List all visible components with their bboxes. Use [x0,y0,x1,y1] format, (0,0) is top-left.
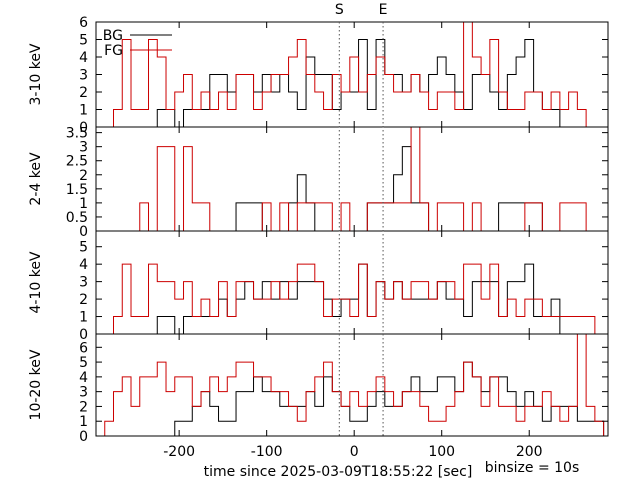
panel-2-frame [95,126,609,232]
x-tick-label: 0 [350,444,359,460]
x-tick-label: 100 [428,444,455,460]
y-tick-label: 1 [79,310,88,326]
y-tick-label: 4 [79,257,88,273]
y-tick-label: 2 [79,292,88,308]
panel-1-curves [96,22,604,127]
panel-3-curves [96,263,604,334]
legend-bg-label: BG [103,28,123,44]
y-tick-label: 3 [79,140,88,156]
y-tick-label: 6 [79,15,88,31]
series-fg-line [96,22,604,127]
panel-2-curves [96,127,604,231]
panel-1-ylabel: 3-10 keV [28,43,44,105]
y-tick-label: 5 [79,355,88,371]
panel-1: 01 23 45 6 3-10 keV [28,15,609,136]
panel-2: 00.511.522.533.5 2-4 keV [28,126,609,240]
y-tick-label: 0 [79,120,88,136]
panel-3: 01 23 45 4-10 keV [28,230,609,343]
series-bg-line [96,39,604,127]
panel-1-frame [95,21,609,128]
panel-4-ylabel: 10-20 keV [28,349,44,420]
y-tick-label: 0.5 [66,210,88,226]
y-tick-label: 2 [79,168,88,184]
y-tick-label: 0 [79,224,88,240]
x-tick-label: 200 [516,444,543,460]
x-axis-title: time since 2025-03-09T18:55:22 [sec] [204,464,473,480]
y-tick-label: 2 [79,399,88,415]
y-tick-label: 6 [79,340,88,356]
series-fg-line [96,127,604,231]
series-fg-line [96,334,605,436]
panel-3-frame [95,230,609,335]
y-tick-label: 2.5 [66,154,88,170]
y-tick-label: 5 [79,240,88,256]
y-tick-label: 2 [79,85,88,101]
marker-s-label: S [335,2,344,18]
y-tick-label: 0 [79,429,88,445]
y-tick-label: 1 [79,196,88,212]
series-bg-line [96,146,604,231]
y-tick-label: 3 [79,275,88,291]
panel-3-ylabel: 4-10 keV [28,251,44,313]
y-tick-label: 3 [79,68,88,84]
marker-e-label: E [379,2,388,18]
x-tick-label: -200 [163,444,195,460]
y-tick-label: 1 [79,103,88,119]
y-tick-label: 3 [79,385,88,401]
y-tick-label: 1.5 [66,182,88,198]
series-fg-line [96,263,604,334]
y-tick-label: 3.5 [66,126,88,142]
y-tick-label: 5 [79,33,88,49]
legend-fg-label: FG [104,43,123,59]
y-tick-label: 0 [79,327,88,343]
panel-4-curves [96,334,605,436]
panel-2-ylabel: 2-4 keV [28,152,44,206]
binsize-label: binsize = 10s [485,460,580,476]
x-tick-label: -100 [251,444,283,460]
y-tick-label: 4 [79,50,88,66]
y-tick-label: 1 [79,414,88,430]
y-tick-label: 4 [79,370,88,386]
panel-4-frame [95,333,609,437]
